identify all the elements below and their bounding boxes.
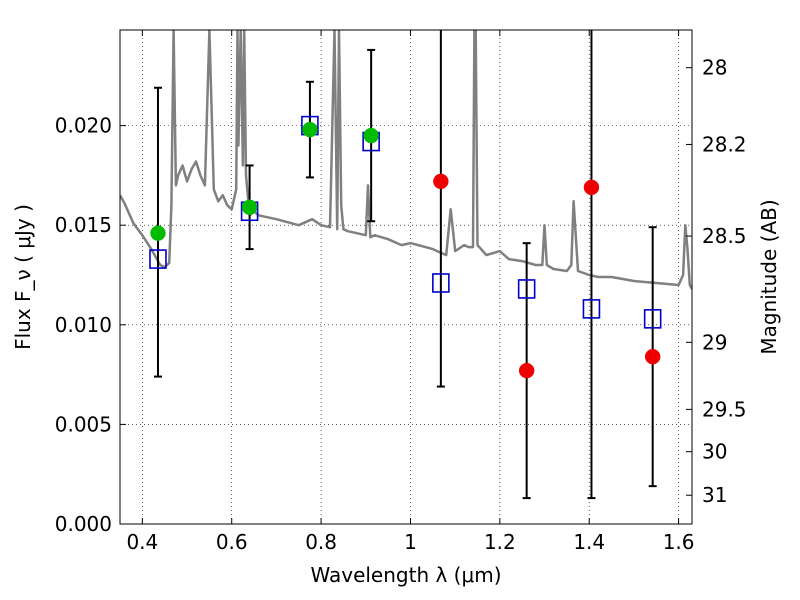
x-tick-label: 1.4 xyxy=(573,530,605,554)
y-tick-label: 0.000 xyxy=(55,512,112,536)
y2-tick-label: 29.5 xyxy=(702,397,747,421)
x-tick-label: 1.6 xyxy=(663,530,695,554)
upper-limit-marker xyxy=(644,348,661,365)
model-photometry-marker xyxy=(643,309,662,329)
y2-tick-label: 28.2 xyxy=(702,132,747,156)
x-axis-title: Wavelength λ (μm) xyxy=(310,563,501,587)
x-tick-label: 0.8 xyxy=(305,530,337,554)
x-tick-label: 1.2 xyxy=(484,530,516,554)
x-tick-label: 0.6 xyxy=(216,530,248,554)
detection-marker xyxy=(150,225,166,241)
upper-limit-marker xyxy=(583,179,600,196)
y-tick-label: 0.010 xyxy=(55,313,112,337)
model-photometry-marker xyxy=(149,249,167,269)
upper-limit-marker xyxy=(518,362,535,379)
model-photometry-marker xyxy=(432,273,450,293)
upper-limit-marker xyxy=(433,173,449,190)
x-tick-label: 1 xyxy=(404,530,417,554)
axes: 0.4 0.6 0.8 1 1.2 1.4 1.6 0.000 0.005 0.010 0.015 0… xyxy=(55,30,747,554)
y-tick-label: 0.005 xyxy=(55,412,112,436)
model-spectrum-line xyxy=(120,30,692,290)
y2-axis-title: Magnitude (AB) xyxy=(757,199,781,354)
x-tick-label: 0.4 xyxy=(126,530,158,554)
y2-tick-label: 30 xyxy=(702,440,727,464)
detection-marker xyxy=(241,199,258,216)
detection-marker xyxy=(363,127,379,144)
y-axis-title: Flux F_ν ( μJy ) xyxy=(11,204,35,350)
detection-marker xyxy=(302,121,318,138)
y2-tick-label: 28 xyxy=(702,56,727,80)
y2-tick-label: 29 xyxy=(702,330,727,354)
model-photometry-marker xyxy=(517,279,536,299)
y2-tick-label: 28.5 xyxy=(702,224,747,248)
plot-frame xyxy=(119,29,693,525)
y-tick-label: 0.015 xyxy=(55,213,112,237)
model-photometry-marker xyxy=(582,299,601,319)
plot-area xyxy=(120,30,692,500)
y-tick-label: 0.020 xyxy=(55,114,112,138)
y2-tick-label: 31 xyxy=(702,483,727,507)
